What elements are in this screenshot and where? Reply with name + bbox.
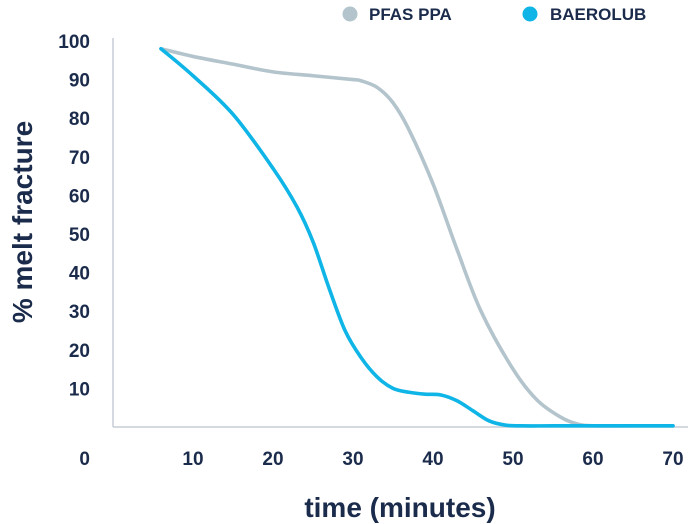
x-tick-label: 30	[342, 449, 363, 470]
x-tick-label: 60	[582, 449, 603, 470]
y-tick-label: 20	[69, 341, 90, 362]
legend-marker-baerolub	[522, 6, 538, 22]
y-tick-label: 80	[69, 109, 90, 130]
x-tick-label: 50	[502, 449, 523, 470]
y-tick-label: 30	[69, 302, 90, 323]
y-tick-label: 60	[69, 186, 90, 207]
y-tick-label: 90	[69, 71, 90, 92]
y-tick-label: 50	[69, 225, 90, 246]
series-layer	[159, 46, 675, 428]
y-axis-title: % melt fracture	[7, 121, 38, 323]
x-axis: 10 20 30 40 50 60 70	[113, 426, 688, 470]
series-line-pfas-ppa	[159, 46, 675, 428]
y-axis: 0 10 20 30 40 50 60 70 80 90 100	[58, 32, 114, 470]
y-tick-label: 100	[58, 32, 90, 53]
y-tick-label: 70	[69, 148, 90, 169]
x-tick-label: 70	[662, 449, 683, 470]
x-tick-label: 40	[422, 449, 443, 470]
legend-marker-pfas-ppa	[342, 6, 358, 22]
x-axis-title: time (minutes)	[304, 492, 495, 523]
y-tick-label: 40	[69, 264, 90, 285]
series-line-baerolub	[159, 46, 675, 428]
x-tick-label: 20	[262, 449, 283, 470]
legend-label-baerolub: BAEROLUB	[550, 5, 646, 24]
legend: PFAS PPA BAEROLUB	[342, 5, 646, 24]
y-tick-label: 10	[69, 379, 90, 400]
legend-label-pfas-ppa: PFAS PPA	[369, 5, 452, 24]
y-tick-label: 0	[79, 449, 90, 470]
x-tick-label: 10	[182, 449, 203, 470]
